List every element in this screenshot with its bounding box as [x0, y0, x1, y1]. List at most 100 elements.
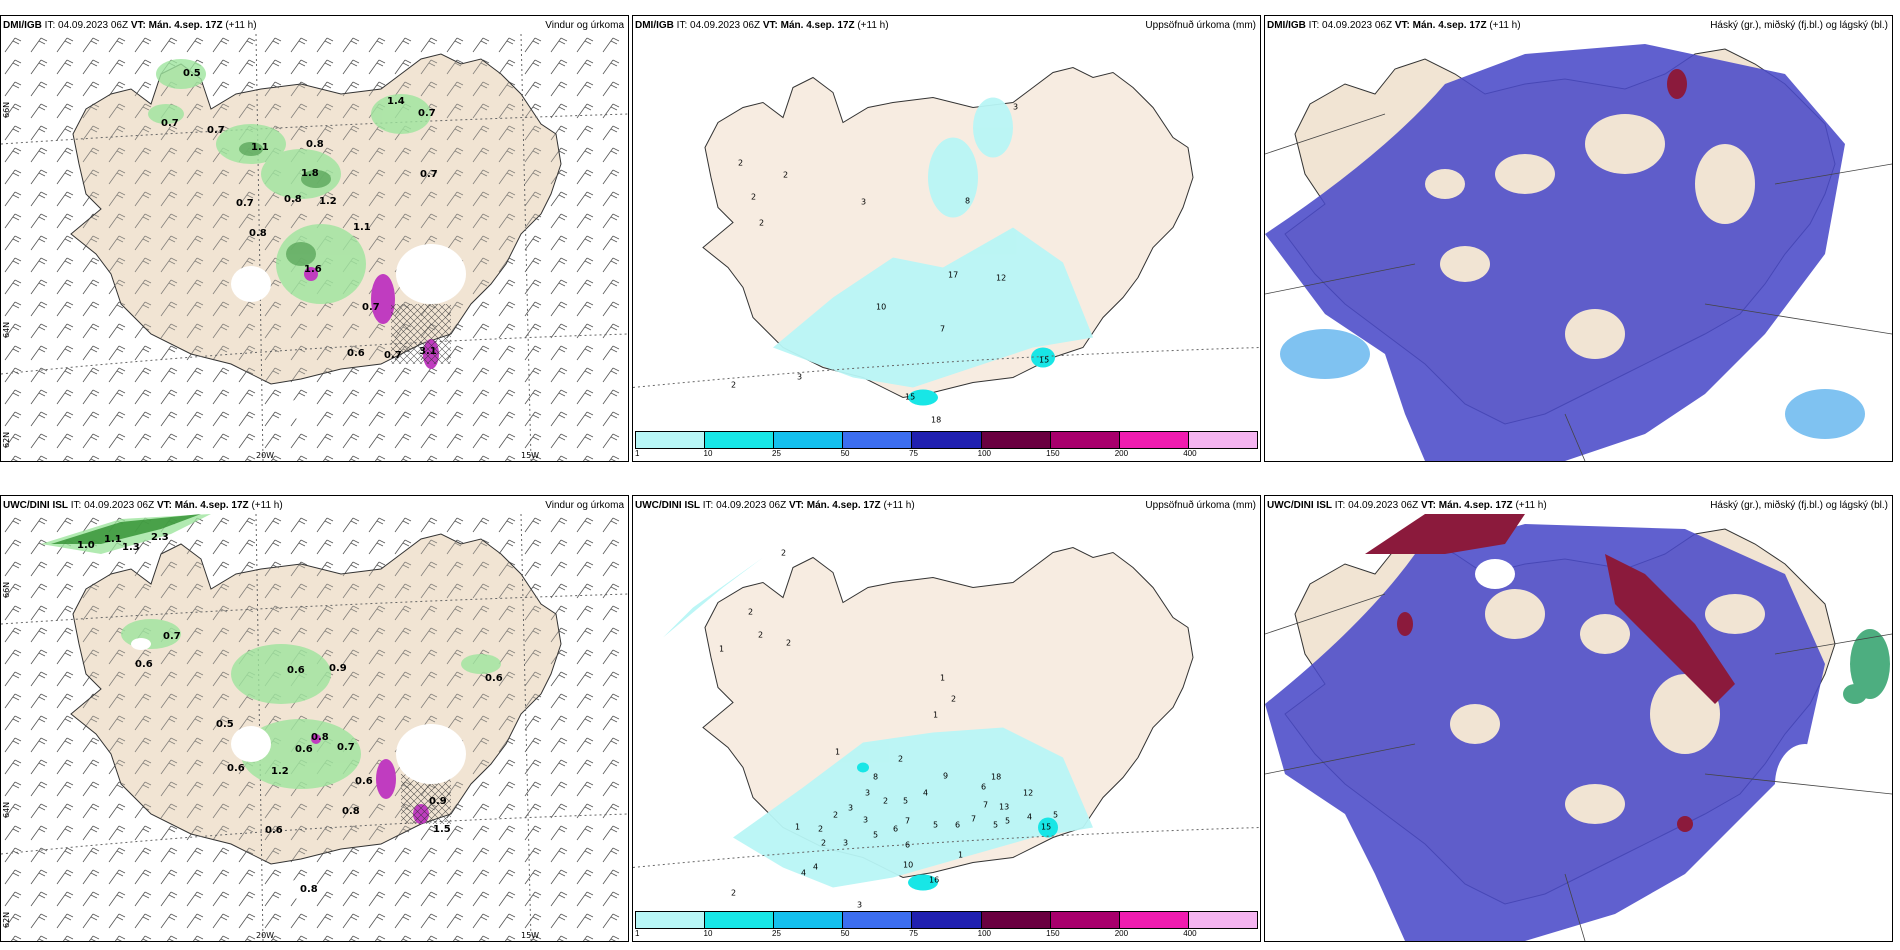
colorbar-swatch — [981, 912, 1051, 928]
panel-uwc-clouds: UWC/DINI ISL IT: 04.09.2023 06Z VT: Mán.… — [1264, 495, 1893, 942]
colorbar-label: 75 — [909, 929, 919, 938]
model-name: UWC/DINI ISL — [1267, 500, 1332, 511]
valid-time: Mán. 4.sep. 17Z — [1412, 20, 1487, 31]
accum-label: 10 — [903, 861, 913, 870]
valid-time: Mán. 4.sep. 17Z — [780, 20, 855, 31]
colorbar-swatch — [1188, 432, 1257, 448]
accum-label: 4 — [801, 869, 806, 878]
accum-label: 1 — [835, 748, 840, 757]
colorbar-label: 1 — [635, 929, 640, 938]
accum-label: 2 — [758, 631, 763, 640]
lon-label-15w: 15W — [521, 931, 539, 940]
accum-label: 5 — [1005, 817, 1010, 826]
precip-label: 0.7 — [207, 125, 225, 136]
colorbar-label: 1 — [635, 449, 640, 458]
panel-header: UWC/DINI ISL IT: 04.09.2023 06Z VT: Mán.… — [1267, 498, 1888, 514]
accum-label: 3 — [861, 198, 866, 207]
panel-uwc-accum-precip: UWC/DINI ISL IT: 04.09.2023 06Z VT: Mán.… — [632, 495, 1261, 942]
accum-label: 6 — [893, 825, 898, 834]
it-label: IT: — [702, 500, 714, 511]
precip-label: 0.6 — [485, 673, 503, 684]
panel-title: Háský (gr.), miðský (fj.bl.) og lágský (… — [1710, 500, 1888, 511]
accum-label: 2 — [818, 825, 823, 834]
lat-label-66n: 66N — [2, 582, 11, 598]
colorbar-swatch — [774, 432, 844, 448]
colorbar-swatch — [636, 912, 706, 928]
accum-label: 2 — [751, 193, 756, 202]
accum-label: 4 — [1027, 813, 1032, 822]
accum-label: 5 — [1053, 811, 1058, 820]
colorbar-label: 10 — [703, 449, 713, 458]
precip-label: 1.0 — [77, 540, 95, 551]
valid-time: Mán. 4.sep. 17Z — [174, 500, 249, 511]
accum-label: 4 — [923, 789, 928, 798]
panel-dmi-wind-precip: DMI/IGB IT: 04.09.2023 06Z VT: Mán. 4.se… — [0, 15, 629, 462]
colorbar-label: 400 — [1183, 449, 1197, 458]
accum-label: 16 — [929, 876, 939, 885]
precip-label: 0.7 — [163, 631, 181, 642]
colorbar-label: 400 — [1183, 929, 1197, 938]
colorbar-swatch — [981, 432, 1051, 448]
wind-precip-map: 66N 64N 62N 20W 15W 1.0 1.1 1.3 — [1, 514, 628, 941]
accum-label: 13 — [999, 803, 1009, 812]
precip-colorbar: 1 10 25 50 75 100 150 200 400 — [635, 431, 1258, 458]
precip-label: 0.7 — [418, 108, 436, 119]
precip-label: 1.6 — [304, 264, 322, 275]
accum-label: 2 — [821, 839, 826, 848]
panel-dmi-clouds: DMI/IGB IT: 04.09.2023 06Z VT: Mán. 4.se… — [1264, 15, 1893, 462]
accum-label: 6 — [955, 821, 960, 830]
accum-label: 5 — [903, 797, 908, 806]
lon-label-15w: 15W — [521, 451, 539, 460]
precip-label: 0.6 — [227, 763, 245, 774]
accum-label: 1 — [795, 823, 800, 832]
precip-label: 0.6 — [295, 744, 313, 755]
accum-label: 7 — [971, 815, 976, 824]
panel-header: DMI/IGB IT: 04.09.2023 06Z VT: Mán. 4.se… — [3, 18, 624, 34]
lon-label-20w: 20W — [256, 931, 274, 940]
accum-label: 2 — [833, 811, 838, 820]
lead-time: (+11 h) — [251, 500, 283, 511]
precip-label: 1.5 — [433, 824, 451, 835]
precip-label: 0.6 — [287, 665, 305, 676]
accum-label: 5 — [873, 831, 878, 840]
panel-uwc-wind-precip: UWC/DINI ISL IT: 04.09.2023 06Z VT: Mán.… — [0, 495, 629, 942]
colorbar-label: 50 — [840, 929, 850, 938]
precip-label: 1.1 — [353, 222, 371, 233]
colorbar-swatch — [636, 432, 706, 448]
accum-label: 2 — [731, 381, 736, 390]
accum-label: 3 — [863, 816, 868, 825]
precip-label: 0.8 — [342, 806, 360, 817]
clouds-map — [1265, 44, 1892, 461]
precip-label: 0.8 — [311, 732, 329, 743]
accum-label: 15 — [905, 393, 915, 402]
colorbar-swatch — [843, 432, 913, 448]
lat-label-64n: 64N — [2, 802, 11, 818]
model-name: UWC/DINI ISL — [3, 500, 68, 511]
accum-label: 15 — [1039, 356, 1049, 365]
accum-label: 2 — [748, 608, 753, 617]
model-name: DMI/IGB — [3, 20, 42, 31]
accum-precip-map: 3 2 2 2 2 3 8 17 12 10 7 3 2 15 18 15 — [633, 67, 1260, 425]
colorbar-swatch — [774, 912, 844, 928]
accum-label: 2 — [786, 639, 791, 648]
colorbar-label: 100 — [977, 449, 991, 458]
precip-label: 1.8 — [301, 168, 319, 179]
it-label: IT: — [70, 500, 82, 511]
panel-header: UWC/DINI ISL IT: 04.09.2023 06Z VT: Mán.… — [3, 498, 624, 514]
accum-label: 3 — [797, 373, 802, 382]
precip-label: 2.3 — [151, 532, 169, 543]
vt-label: VT: — [156, 500, 172, 511]
panel-title: Vindur og úrkoma — [545, 20, 624, 31]
precip-label: 0.6 — [355, 776, 373, 787]
precip-label: 0.6 — [135, 659, 153, 670]
lead-time: (+11 h) — [225, 20, 257, 31]
accum-label: 7 — [983, 801, 988, 810]
init-time: 04.09.2023 06Z — [716, 500, 787, 511]
panel-header: DMI/IGB IT: 04.09.2023 06Z VT: Mán. 4.se… — [1267, 18, 1888, 34]
vt-label: VT: — [788, 500, 804, 511]
it-label: IT: — [1308, 20, 1320, 31]
it-label: IT: — [44, 20, 56, 31]
accum-label: 3 — [843, 839, 848, 848]
colorbar-swatch — [912, 912, 982, 928]
vt-label: VT: — [1420, 500, 1436, 511]
